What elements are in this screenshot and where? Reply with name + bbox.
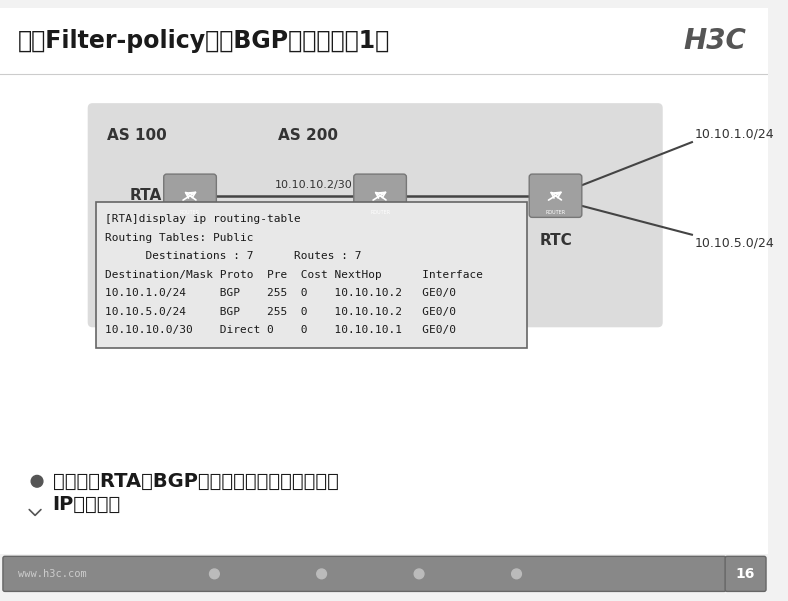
Text: 10.10.1.0/24     BGP    255  0    10.10.10.2   GE0/0: 10.10.1.0/24 BGP 255 0 10.10.10.2 GE0/0 bbox=[106, 288, 456, 298]
FancyBboxPatch shape bbox=[354, 174, 407, 218]
Text: AS 200: AS 200 bbox=[277, 127, 338, 142]
Text: 10.10.5.0/24: 10.10.5.0/24 bbox=[695, 237, 775, 249]
Text: IP路由表中: IP路由表中 bbox=[53, 495, 121, 514]
Text: ROUTER: ROUTER bbox=[180, 210, 200, 215]
Text: ROUTER: ROUTER bbox=[370, 210, 390, 215]
Text: Destination/Mask Proto  Pre  Cost NextHop      Interface: Destination/Mask Proto Pre Cost NextHop … bbox=[106, 270, 483, 280]
Circle shape bbox=[511, 569, 522, 579]
FancyBboxPatch shape bbox=[725, 557, 766, 591]
FancyBboxPatch shape bbox=[164, 174, 217, 218]
Text: 10.10.5.0/24     BGP    255  0    10.10.10.2   GE0/0: 10.10.5.0/24 BGP 255 0 10.10.10.2 GE0/0 bbox=[106, 307, 456, 317]
Text: 过滤前，RTA将BGP路由表中所有有效路由导入: 过滤前，RTA将BGP路由表中所有有效路由导入 bbox=[53, 472, 339, 491]
Text: RTC: RTC bbox=[539, 233, 572, 248]
Circle shape bbox=[32, 475, 43, 487]
Text: Routing Tables: Public: Routing Tables: Public bbox=[106, 233, 254, 243]
Text: 10.10.10.0/30    Direct 0    0    10.10.10.1   GE0/0: 10.10.10.0/30 Direct 0 0 10.10.10.1 GE0/… bbox=[106, 325, 456, 335]
Circle shape bbox=[317, 569, 326, 579]
Circle shape bbox=[414, 569, 424, 579]
Text: RTA: RTA bbox=[129, 188, 162, 203]
Text: 配置Filter-policy控制BGP路由示例（1）: 配置Filter-policy控制BGP路由示例（1） bbox=[17, 29, 390, 53]
FancyBboxPatch shape bbox=[530, 174, 582, 218]
Circle shape bbox=[210, 569, 219, 579]
Text: ROUTER: ROUTER bbox=[545, 210, 566, 215]
Text: 10.10.10.2/30: 10.10.10.2/30 bbox=[275, 180, 353, 190]
Text: RTB: RTB bbox=[363, 233, 396, 248]
FancyBboxPatch shape bbox=[3, 557, 726, 591]
FancyBboxPatch shape bbox=[96, 201, 527, 348]
Text: Destinations : 7      Routes : 7: Destinations : 7 Routes : 7 bbox=[106, 251, 362, 261]
Text: 10.10.1.0/24: 10.10.1.0/24 bbox=[695, 127, 775, 140]
FancyBboxPatch shape bbox=[87, 103, 663, 328]
Text: [RTA]display ip routing-table: [RTA]display ip routing-table bbox=[106, 214, 301, 224]
Text: 10.10.10.1/30: 10.10.10.1/30 bbox=[217, 201, 295, 212]
FancyBboxPatch shape bbox=[0, 8, 768, 554]
Text: AS 100: AS 100 bbox=[107, 127, 167, 142]
Text: 16: 16 bbox=[736, 567, 755, 581]
Text: H3C: H3C bbox=[684, 27, 746, 55]
Text: www.h3c.com: www.h3c.com bbox=[17, 569, 87, 579]
